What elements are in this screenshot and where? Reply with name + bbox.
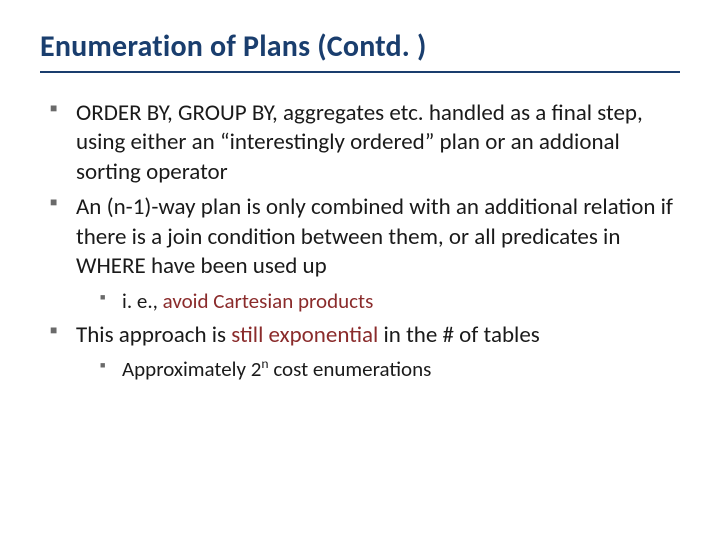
text-run: Approximately 2 (122, 356, 261, 382)
text-run: ORDER BY, GROUP BY, (76, 99, 283, 127)
text-run: have been used up (151, 252, 327, 280)
bullet-item: This approach is still exponential in th… (50, 321, 680, 383)
text-run: An (n-1)-way plan is only combined with … (76, 193, 673, 250)
text-run: WHERE (76, 252, 151, 280)
highlight-text: still exponential (231, 321, 378, 349)
sub-bullet-list: i. e., avoid Cartesian products (76, 288, 680, 315)
superscript-text: n (261, 355, 268, 372)
text-run: in the # of tables (378, 321, 539, 349)
bullet-item: An (n-1)-way plan is only combined with … (50, 193, 680, 314)
bullet-list: ORDER BY, GROUP BY, aggregates etc. hand… (40, 99, 680, 383)
sub-bullet-item: Approximately 2n cost enumerations (100, 356, 680, 383)
bullet-item: ORDER BY, GROUP BY, aggregates etc. hand… (50, 99, 680, 187)
text-run: i. e., (122, 288, 163, 314)
text-run: This approach is (76, 321, 231, 349)
sub-bullet-list: Approximately 2n cost enumerations (76, 356, 680, 383)
title-rule (40, 71, 680, 73)
slide: Enumeration of Plans (Contd. ) ORDER BY,… (0, 0, 720, 540)
slide-body: ORDER BY, GROUP BY, aggregates etc. hand… (40, 99, 680, 383)
highlight-text: avoid Cartesian products (163, 288, 374, 314)
sub-bullet-item: i. e., avoid Cartesian products (100, 288, 680, 315)
text-run: cost enumerations (269, 356, 432, 382)
slide-title: Enumeration of Plans (Contd. ) (40, 28, 680, 65)
